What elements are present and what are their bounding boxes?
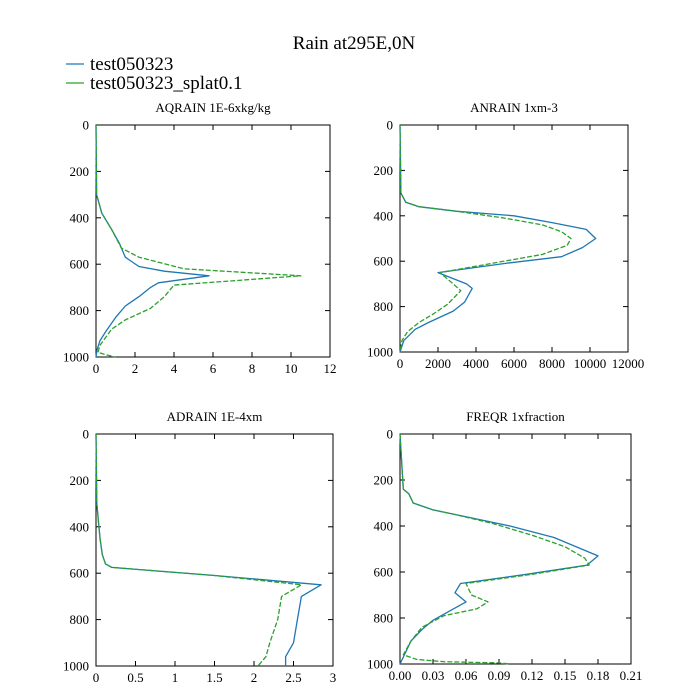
x-tick-label: 0.21 (620, 668, 643, 683)
series-line-2 (399, 124, 572, 353)
y-tick-label: 0 (83, 427, 90, 442)
x-tick-label: 12000 (612, 356, 645, 371)
y-tick-label: 400 (374, 519, 394, 534)
plot-frame (399, 124, 629, 353)
panel-1: AQRAIN 1E-6xkg/kg 0 200 400 600 800 1000 0 2 4 6 8 1… (63, 100, 337, 376)
y-tick-label: 400 (374, 208, 394, 223)
x-tick-label: 6 (210, 361, 217, 376)
y-tick-label: 200 (70, 473, 90, 488)
y-tick-label: 1000 (63, 659, 89, 674)
x-tick-label: 0.12 (521, 668, 544, 683)
panel-title: ADRAIN 1E-4xm (167, 409, 263, 424)
series-line-1 (95, 433, 322, 666)
y-tick-label: 800 (70, 303, 90, 318)
x-tick-label: 0.5 (127, 670, 143, 685)
x-tick-label: 0.18 (587, 668, 610, 683)
plot-frame (95, 124, 331, 358)
series-line-2 (399, 433, 590, 665)
y-tick-label: 600 (374, 254, 394, 269)
x-tick-label: 2 (132, 361, 139, 376)
legend: test050323 test050323_splat0.1 (66, 54, 243, 94)
series-line-1 (399, 124, 597, 353)
panel-title: ANRAIN 1xm-3 (470, 100, 558, 115)
panel-title: AQRAIN 1E-6xkg/kg (155, 100, 271, 115)
x-tick-label: 0.06 (455, 668, 478, 683)
legend-label-test050323: test050323 (90, 54, 173, 75)
x-tick-label: 2.5 (285, 670, 301, 685)
x-tick-label: 0.09 (488, 668, 511, 683)
x-tick-label: 4000 (463, 356, 489, 371)
x-tick-label: 10000 (574, 356, 607, 371)
x-tick-label: 0 (93, 670, 100, 685)
x-tick-label: 0 (93, 361, 100, 376)
plot-frame (95, 433, 334, 667)
y-tick-label: 200 (374, 163, 394, 178)
x-tick-label: 2 (251, 670, 258, 685)
y-tick-label: 1000 (63, 350, 89, 365)
x-tick-label: 1.5 (206, 670, 222, 685)
x-tick-label: 10 (285, 361, 298, 376)
panel-title: FREQR 1xfraction (466, 409, 565, 424)
series-line-2 (95, 433, 303, 667)
figure-title: Rain at295E,0N (293, 33, 416, 54)
series-line-2 (95, 124, 302, 358)
panel-3: ADRAIN 1E-4xm 0 200 400 600 800 1000 0 0.5 1 1.5 2 2… (63, 409, 336, 685)
y-tick-label: 800 (70, 612, 90, 627)
x-tick-label: 4 (171, 361, 178, 376)
y-tick-label: 600 (70, 566, 90, 581)
x-tick-label: 8000 (539, 356, 565, 371)
y-tick-label: 600 (374, 565, 394, 580)
x-tick-label: 8 (249, 361, 256, 376)
x-tick-label: 0.00 (389, 668, 412, 683)
x-tick-label: 6000 (501, 356, 527, 371)
y-tick-label: 0 (387, 427, 394, 442)
x-tick-label: 2000 (425, 356, 451, 371)
y-tick-label: 200 (70, 164, 90, 179)
y-tick-label: 400 (70, 519, 90, 534)
x-tick-label: 0.03 (422, 668, 445, 683)
y-tick-label: 600 (70, 257, 90, 272)
x-tick-label: 0 (397, 356, 404, 371)
y-tick-label: 400 (70, 210, 90, 225)
y-tick-label: 1000 (367, 345, 393, 360)
legend-label-splat: test050323_splat0.1 (90, 73, 243, 94)
y-tick-label: 800 (374, 299, 394, 314)
x-tick-label: 1 (172, 670, 179, 685)
x-tick-label: 12 (324, 361, 337, 376)
plot-frame (399, 433, 632, 665)
y-tick-label: 0 (83, 118, 90, 133)
x-tick-label: 3 (330, 670, 337, 685)
panel-4: FREQR 1xfraction 0 200 400 600 800 10000.00 0.0… (367, 409, 642, 683)
y-tick-label: 1000 (367, 657, 393, 672)
series-line-1 (95, 124, 210, 358)
x-tick-label: 0.15 (554, 668, 577, 683)
y-tick-label: 200 (374, 473, 394, 488)
y-tick-label: 0 (387, 118, 394, 133)
y-tick-label: 800 (374, 611, 394, 626)
